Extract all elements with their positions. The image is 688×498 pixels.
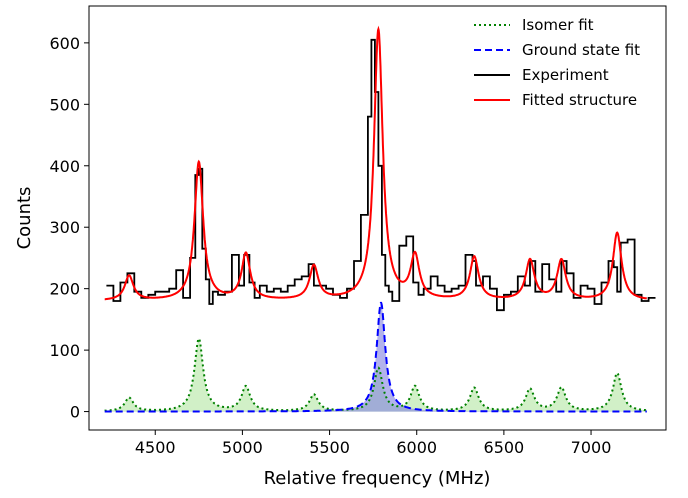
x-tick-label: 6500 xyxy=(484,438,525,457)
y-tick-label: 500 xyxy=(49,95,80,114)
legend-label: Isomer fit xyxy=(522,16,594,34)
y-axis: 0 100 200 300 400 500 600 xyxy=(49,34,89,422)
x-axis: 4500 5000 5500 6000 6500 7000 xyxy=(135,430,612,457)
y-axis-label: Counts xyxy=(14,187,35,250)
plot-frame xyxy=(88,5,667,431)
x-tick-label: 4500 xyxy=(135,438,176,457)
x-tick-label: 6000 xyxy=(396,438,437,457)
y-tick-label: 400 xyxy=(49,157,80,176)
x-tick-label: 7000 xyxy=(571,438,612,457)
x-axis-label: Relative frequency (MHz) xyxy=(264,468,491,489)
legend-label: Experiment xyxy=(522,66,609,84)
legend-label: Ground state fit xyxy=(522,41,640,59)
legend: Isomer fit Ground state fit Experiment Fitt… xyxy=(474,16,640,109)
series-line xyxy=(104,301,647,413)
y-tick-label: 300 xyxy=(49,218,80,237)
series-layer xyxy=(104,25,656,413)
series-line xyxy=(104,25,648,301)
x-tick-label: 5500 xyxy=(309,438,350,457)
y-tick-label: 0 xyxy=(70,403,80,422)
x-tick-label: 5000 xyxy=(222,438,263,457)
y-tick-label: 200 xyxy=(49,280,80,299)
series-line xyxy=(106,38,656,312)
legend-label: Fitted structure xyxy=(522,91,637,109)
y-tick-label: 600 xyxy=(49,34,80,53)
series-line xyxy=(104,337,647,412)
y-tick-label: 100 xyxy=(49,341,80,360)
